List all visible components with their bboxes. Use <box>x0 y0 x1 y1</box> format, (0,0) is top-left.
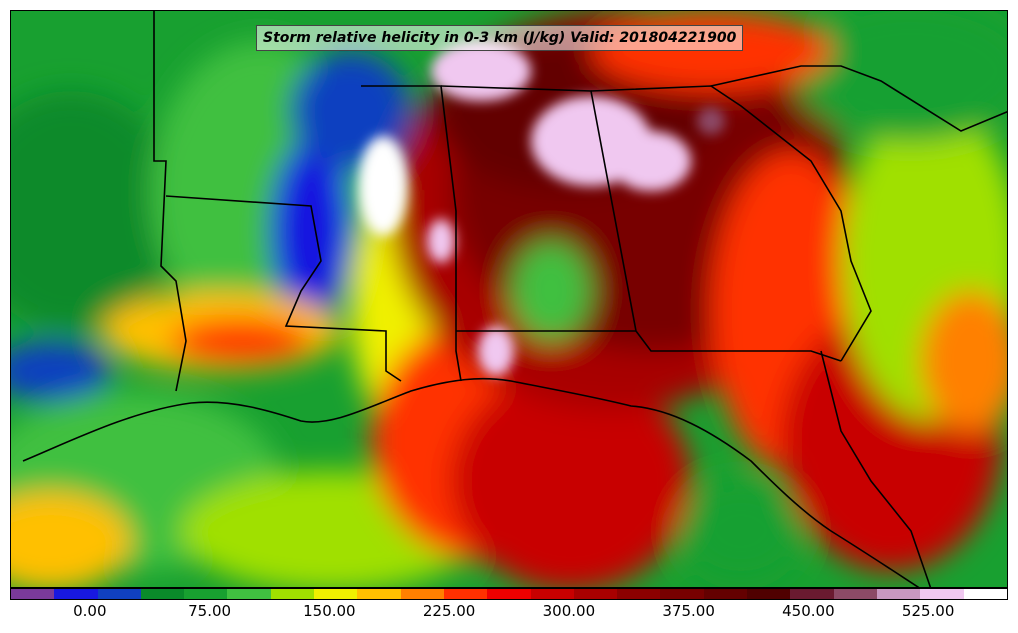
colorbar-swatch <box>97 589 141 599</box>
colorbar-swatch <box>357 589 401 599</box>
helicity-field <box>11 11 1007 587</box>
colorbar-swatch <box>617 589 661 599</box>
colorbar-swatch <box>530 589 574 599</box>
colorbar-swatch <box>790 589 834 599</box>
colorbar-tick-label: 525.00 <box>901 602 955 620</box>
colorbar-swatch <box>314 589 358 599</box>
colorbar-swatch <box>747 589 791 599</box>
colorbar-tick-label: 75.00 <box>188 602 232 620</box>
colorbar-swatch <box>487 589 531 599</box>
colorbar-swatch <box>11 589 55 599</box>
colorbar-swatch <box>270 589 315 599</box>
state-line <box>440 85 842 362</box>
colorbar-tick-label: 375.00 <box>662 602 715 620</box>
colorbar <box>10 588 1008 600</box>
state-line <box>165 195 402 382</box>
colorbar-swatch <box>833 589 877 599</box>
map-title: Storm relative helicity in 0-3 km (J/kg)… <box>256 25 744 51</box>
colorbar-swatch <box>184 589 228 599</box>
colorbar-swatch <box>660 589 704 599</box>
coastline <box>22 377 920 587</box>
colorbar-swatch <box>573 589 618 599</box>
colorbar-swatch <box>963 589 1007 599</box>
colorbar-tick-label: 225.00 <box>422 602 476 620</box>
colorbar-swatch <box>54 589 98 599</box>
colorbar-swatch <box>140 589 185 599</box>
helicity-map: Storm relative helicity in 0-3 km (J/kg)… <box>10 10 1008 588</box>
state-line <box>153 11 187 392</box>
state-line <box>361 85 462 382</box>
colorbar-swatch <box>227 589 271 599</box>
colorbar-tick-label: 150.00 <box>303 602 356 620</box>
boundary-lines <box>22 11 1007 587</box>
colorbar-labels: 0.00 75.00 150.00 225.00 300.00 375.00 450.00 5… <box>10 602 1008 624</box>
colorbar-swatch <box>443 589 488 599</box>
map-canvas <box>11 11 1007 587</box>
colorbar-tick-label: 300.00 <box>542 602 596 620</box>
colorbar-swatch <box>703 589 748 599</box>
colorbar-swatch <box>920 589 964 599</box>
colorbar-tick-label: 0.00 <box>73 602 107 620</box>
state-line <box>820 350 932 587</box>
colorbar-swatch <box>876 589 921 599</box>
colorbar-swatch <box>400 589 444 599</box>
state-line <box>590 85 872 362</box>
colorbar-tick-label: 450.00 <box>782 602 835 620</box>
state-line <box>710 65 1007 132</box>
